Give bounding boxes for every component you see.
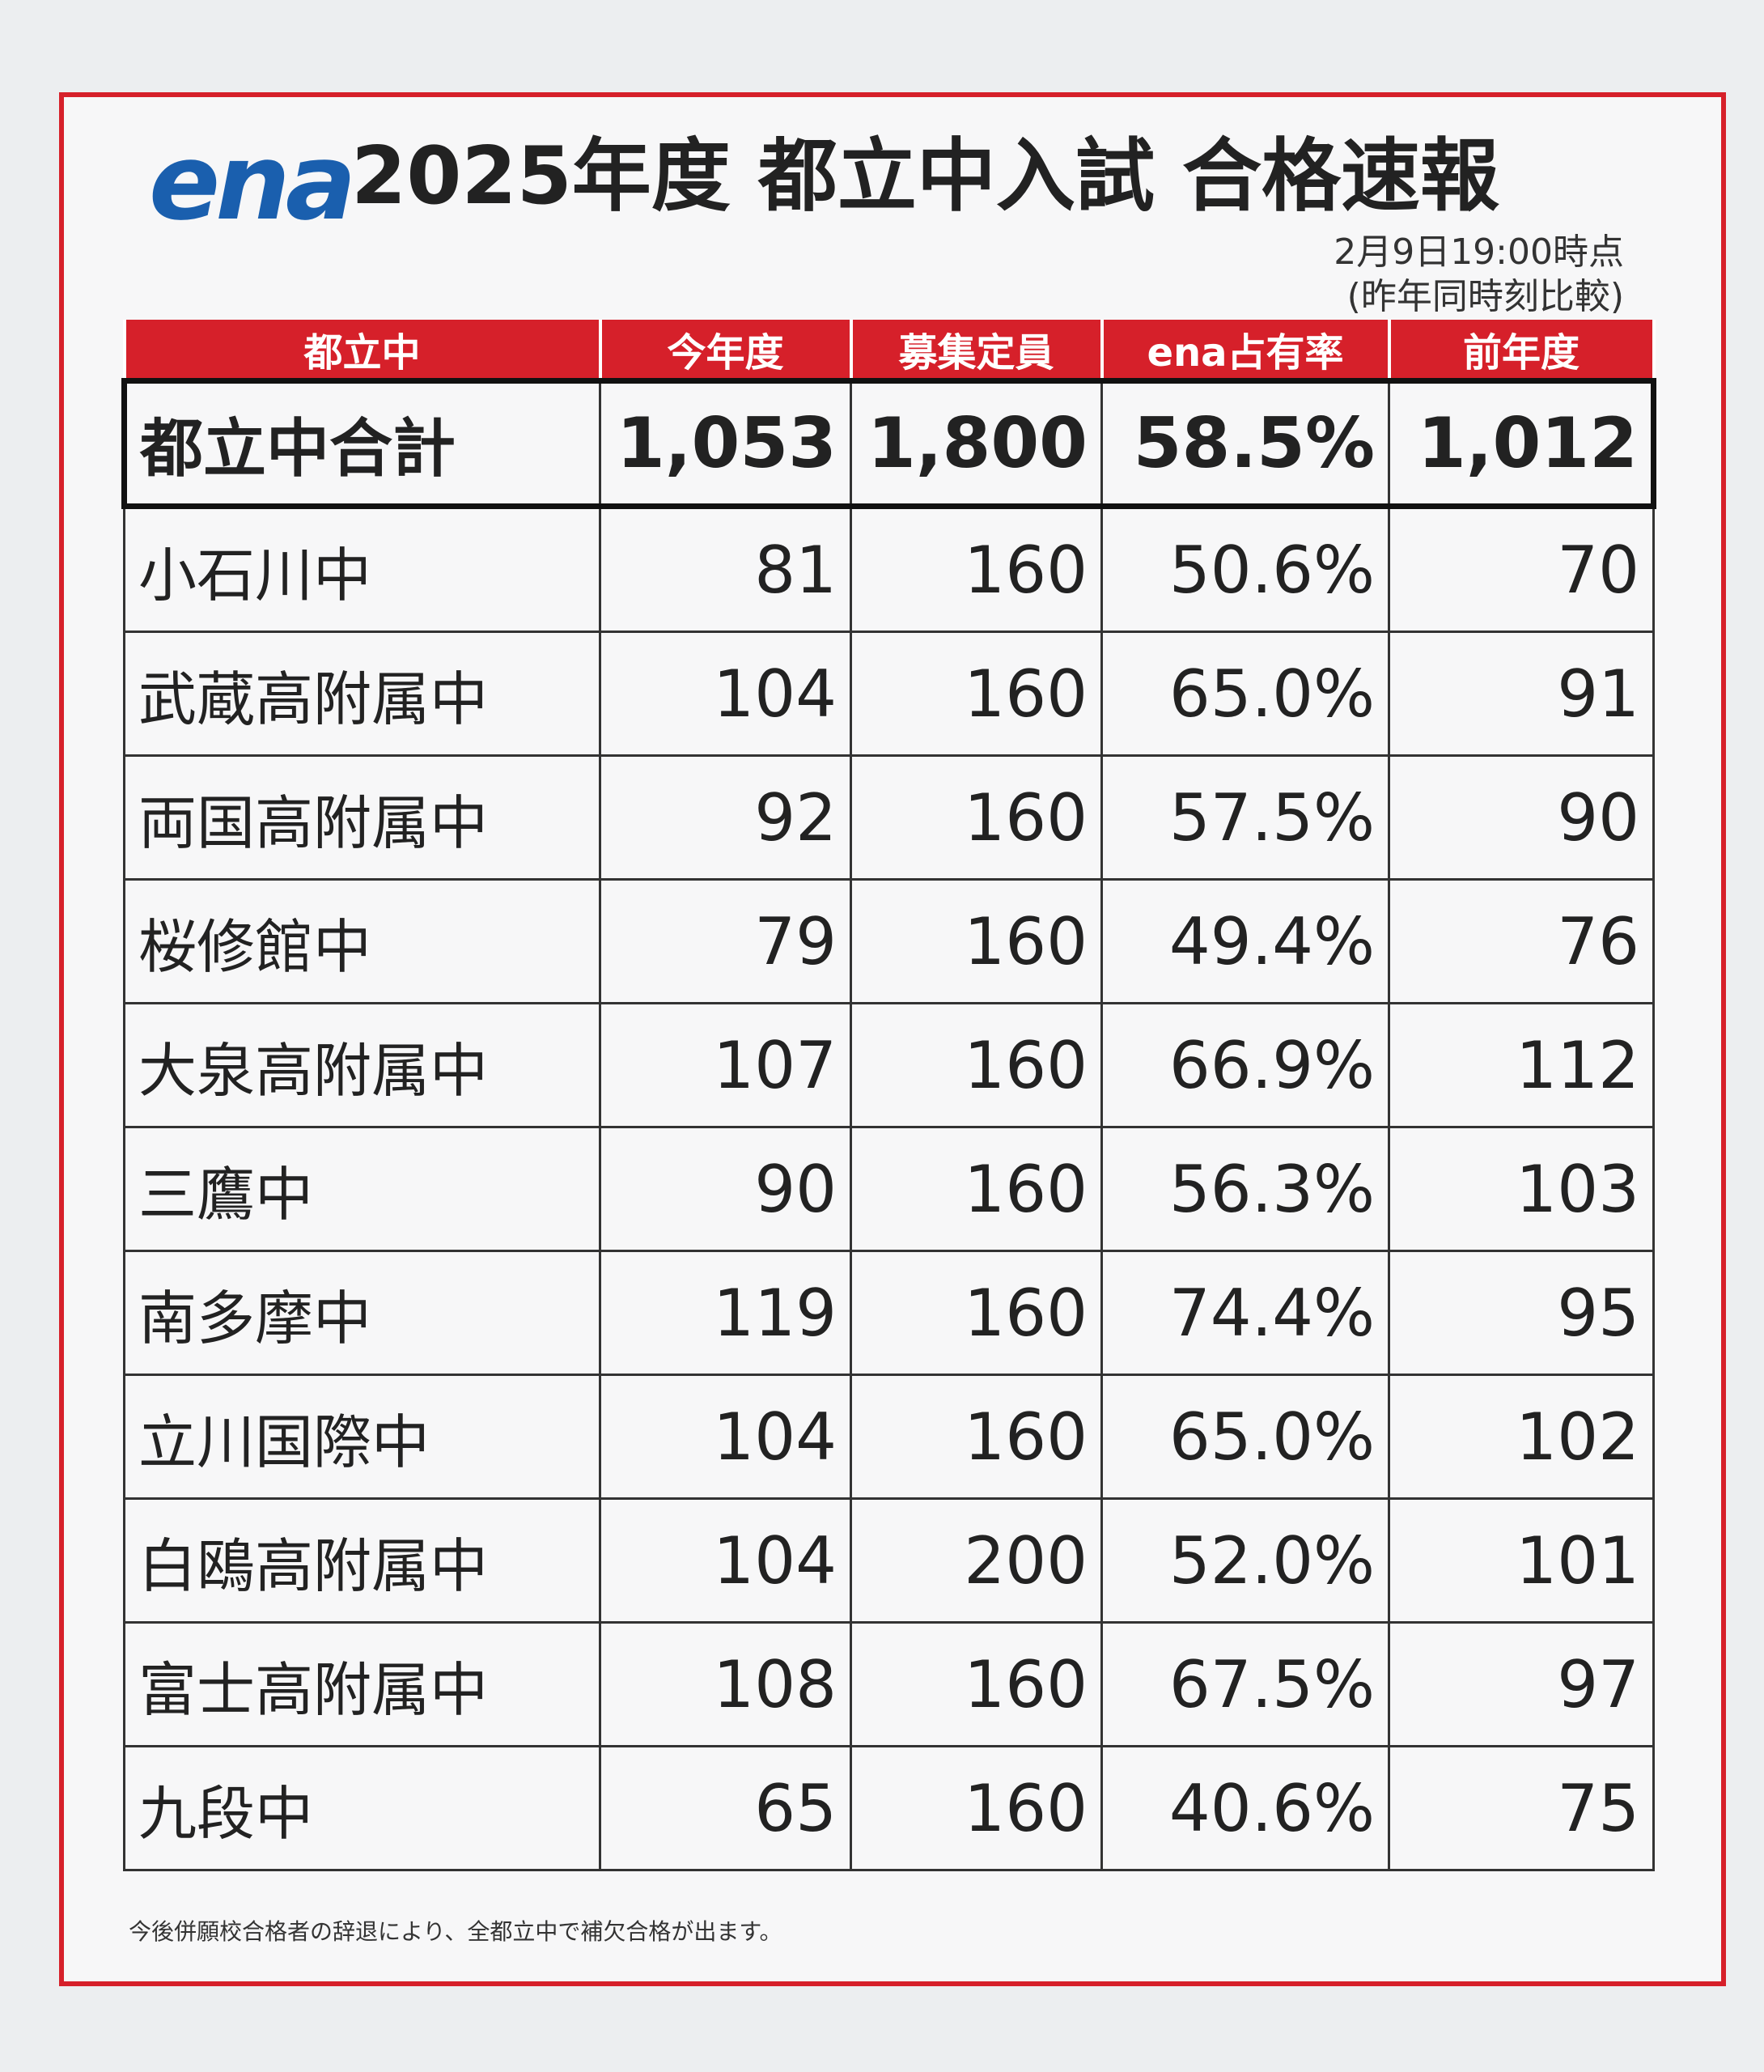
cell: 武蔵高附属中 [123,631,601,757]
cell: 160 [850,878,1103,1004]
header-row: 都立中 今年度 募集定員 ena占有率 前年度 [122,320,1656,381]
cell: 桜修館中 [123,878,601,1004]
school-row: 大泉高附属中 107 160 66.9% 112 [123,1002,1655,1128]
school-row: 白鴎高附属中 104 200 52.0% 101 [123,1497,1655,1624]
cell: 75 [1388,1745,1655,1871]
cell: 小石川中 [123,505,601,633]
cell: 立川国際中 [123,1374,601,1500]
cell: 56.3% [1100,1126,1390,1252]
cell: 1,053 [599,378,852,509]
cell: 三鷹中 [123,1126,601,1252]
cell: 九段中 [123,1745,601,1871]
column-header: 募集定員 [849,320,1104,381]
school-row: 桜修館中 79 160 49.4% 76 [123,878,1655,1004]
cell: 40.6% [1100,1745,1390,1871]
cell: 108 [599,1621,852,1747]
school-row: 九段中 65 160 40.6% 75 [123,1745,1655,1871]
cell: 52.0% [1100,1497,1390,1624]
cell: 49.4% [1100,878,1390,1004]
cell: 160 [850,1126,1103,1252]
cell: 160 [850,1374,1103,1500]
results-table: 都立中 今年度 募集定員 ena占有率 前年度 都立中合計 1,053 1,800 58.5% 1… [121,320,1656,1871]
cell: 119 [599,1250,852,1376]
cell: 104 [599,631,852,757]
sheet: ena 2025年度 都立中入試 合格速報 2月9日19:00時点 (昨年同時刻… [59,92,1726,1986]
cell: 101 [1388,1497,1655,1624]
cell: 76 [1388,878,1655,1004]
cell: 160 [850,754,1103,881]
title: 2025年度 都立中入試 合格速報 [351,130,1499,223]
cell: 67.5% [1100,1621,1390,1747]
footnote: 今後併願校合格者の辞退により、全都立中で補欠合格が出ます。 [129,1918,782,1945]
cell: 50.6% [1100,505,1390,633]
school-row: 両国高附属中 92 160 57.5% 90 [123,754,1655,881]
cell: 160 [850,505,1103,633]
cell: 58.5% [1100,378,1390,509]
cell: 160 [850,1621,1103,1747]
column-header: 前年度 [1387,320,1656,381]
cell: 95 [1388,1250,1655,1376]
total-row: 都立中合計 1,053 1,800 58.5% 1,012 [121,378,1656,509]
cell: 107 [599,1002,852,1128]
column-header: 都立中 [122,320,602,381]
school-row: 富士高附属中 108 160 67.5% 97 [123,1621,1655,1747]
cell: 90 [1388,754,1655,881]
cell: 両国高附属中 [123,754,601,881]
school-row: 南多摩中 119 160 74.4% 95 [123,1250,1655,1376]
cell: 200 [850,1497,1103,1624]
cell: 104 [599,1497,852,1624]
logo: ena [149,121,356,244]
cell: 74.4% [1100,1250,1390,1376]
cell: 富士高附属中 [123,1621,601,1747]
cell: 91 [1388,631,1655,757]
school-row: 武蔵高附属中 104 160 65.0% 91 [123,631,1655,757]
comparison-note: (昨年同時刻比較) [1346,276,1624,317]
cell: 57.5% [1100,754,1390,881]
cell: 70 [1388,505,1655,633]
school-row: 三鷹中 90 160 56.3% 103 [123,1126,1655,1252]
cell: 66.9% [1100,1002,1390,1128]
school-row: 小石川中 81 160 50.6% 70 [123,505,1655,633]
cell: 都立中合計 [121,378,601,509]
cell: 102 [1388,1374,1655,1500]
school-row: 立川国際中 104 160 65.0% 102 [123,1374,1655,1500]
cell: 160 [850,1745,1103,1871]
cell: 90 [599,1126,852,1252]
cell: 92 [599,754,852,881]
cell: 160 [850,1002,1103,1128]
cell: 南多摩中 [123,1250,601,1376]
cell: 白鴎高附属中 [123,1497,601,1624]
cell: 81 [599,505,852,633]
cell: 1,012 [1388,378,1656,509]
cell: 160 [850,1250,1103,1376]
cell: 104 [599,1374,852,1500]
cell: 103 [1388,1126,1655,1252]
cell: 79 [599,878,852,1004]
cell: 65 [599,1745,852,1871]
cell: 97 [1388,1621,1655,1747]
cell: 160 [850,631,1103,757]
cell: 112 [1388,1002,1655,1128]
column-header: 今年度 [598,320,853,381]
timestamp: 2月9日19:00時点 [1334,231,1624,273]
cell: 65.0% [1100,631,1390,757]
cell: 1,800 [850,378,1103,509]
cell: 65.0% [1100,1374,1390,1500]
column-header: ena占有率 [1100,320,1391,381]
cell: 大泉高附属中 [123,1002,601,1128]
